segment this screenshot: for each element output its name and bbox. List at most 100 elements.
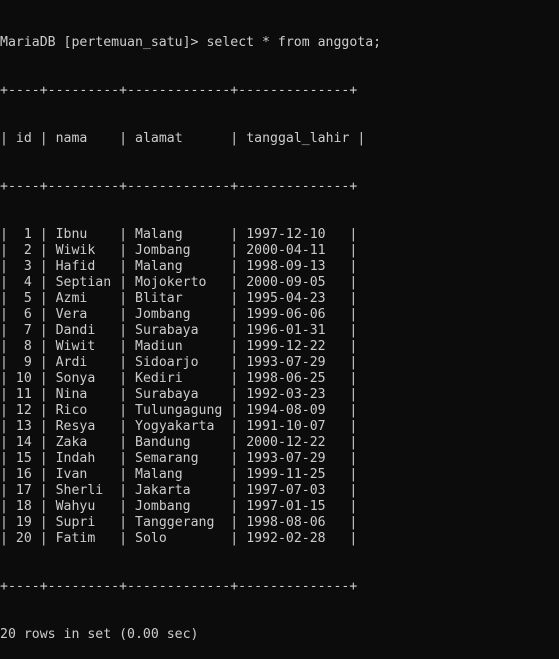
cell-nama: Ardi: [55, 355, 112, 370]
cell-nama: Indah: [55, 451, 112, 466]
table-row: | 5 | Azmi | Blitar | 1995-04-23 |: [0, 291, 358, 306]
cell-id: 3: [15, 259, 32, 274]
cell-alamat: Semarang: [135, 451, 223, 466]
cell-nama: Supri: [55, 515, 112, 530]
table-body: | 1 | Ibnu | Malang | 1997-12-10 | | 2 | …: [0, 227, 559, 547]
cell-tanggal-lahir: 1999-06-06: [246, 307, 342, 322]
cell-id: 14: [15, 435, 32, 450]
table-row: | 2 | Wiwik | Jombang | 2000-04-11 |: [0, 243, 358, 258]
command-line: MariaDB [pertemuan_satu]> select * from …: [0, 35, 559, 51]
column-header: alamat: [135, 131, 223, 146]
table-row: | 18 | Wahyu | Jombang | 1997-01-15 |: [0, 499, 358, 514]
table-header-row: | id | nama | alamat | tanggal_lahir |: [0, 131, 366, 146]
cell-tanggal-lahir: 1992-03-23: [246, 387, 342, 402]
cell-tanggal-lahir: 1998-09-13: [246, 259, 342, 274]
terminal-window[interactable]: MariaDB [pertemuan_satu]> select * from …: [0, 0, 559, 642]
cell-nama: Nina: [55, 387, 112, 402]
cell-tanggal-lahir: 1993-07-29: [246, 355, 342, 370]
cell-alamat: Bandung: [135, 435, 223, 450]
cell-nama: Rico: [55, 403, 112, 418]
cell-alamat: Jombang: [135, 499, 223, 514]
cell-id: 10: [15, 371, 32, 386]
table-border-top: +----+---------+-------------+----------…: [0, 83, 358, 98]
table-row: | 8 | Wiwit | Madiun | 1999-12-22 |: [0, 339, 358, 354]
cell-id: 9: [15, 355, 32, 370]
cell-id: 17: [15, 483, 32, 498]
cell-id: 20: [15, 531, 32, 546]
cell-nama: Hafid: [55, 259, 112, 274]
cell-nama: Dandi: [55, 323, 112, 338]
table-row: | 7 | Dandi | Surabaya | 1996-01-31 |: [0, 323, 358, 338]
cell-tanggal-lahir: 1996-01-31: [246, 323, 342, 338]
cell-id: 16: [15, 467, 32, 482]
table-row: | 16 | Ivan | Malang | 1999-11-25 |: [0, 467, 358, 482]
cell-nama: Azmi: [55, 291, 112, 306]
cell-tanggal-lahir: 1997-12-10: [246, 227, 342, 242]
cell-tanggal-lahir: 1997-01-15: [246, 499, 342, 514]
cell-id: 7: [15, 323, 32, 338]
cell-alamat: Blitar: [135, 291, 223, 306]
cell-alamat: Sidoarjo: [135, 355, 223, 370]
cell-nama: Ivan: [55, 467, 112, 482]
cell-id: 19: [15, 515, 32, 530]
cell-alamat: Madiun: [135, 339, 223, 354]
cell-alamat: Malang: [135, 467, 223, 482]
cell-nama: Sherli: [55, 483, 112, 498]
column-header: nama: [55, 131, 112, 146]
cell-tanggal-lahir: 1993-07-29: [246, 451, 342, 466]
cell-nama: Wahyu: [55, 499, 112, 514]
table-row: | 9 | Ardi | Sidoarjo | 1993-07-29 |: [0, 355, 358, 370]
cell-alamat: Tanggerang: [135, 515, 223, 530]
table-row: | 13 | Resya | Yogyakarta | 1991-10-07 |: [0, 419, 358, 434]
table-border-mid: +----+---------+-------------+----------…: [0, 179, 358, 194]
cell-tanggal-lahir: 1999-12-22: [246, 339, 342, 354]
table-row: | 14 | Zaka | Bandung | 2000-12-22 |: [0, 435, 358, 450]
cell-tanggal-lahir: 1995-04-23: [246, 291, 342, 306]
table-row: | 6 | Vera | Jombang | 1999-06-06 |: [0, 307, 358, 322]
cell-id: 1: [15, 227, 32, 242]
cell-id: 6: [15, 307, 32, 322]
cell-id: 18: [15, 499, 32, 514]
cell-id: 15: [15, 451, 32, 466]
cell-alamat: Solo: [135, 531, 223, 546]
cell-tanggal-lahir: 2000-04-11: [246, 243, 342, 258]
cell-nama: Vera: [55, 307, 112, 322]
cell-tanggal-lahir: 1998-08-06: [246, 515, 342, 530]
cell-id: 2: [15, 243, 32, 258]
cell-tanggal-lahir: 1994-08-09: [246, 403, 342, 418]
cell-alamat: Tulungagung: [135, 403, 223, 418]
table-row: | 12 | Rico | Tulungagung | 1994-08-09 |: [0, 403, 358, 418]
table-border-bottom: +----+---------+-------------+----------…: [0, 579, 358, 594]
table-row: | 4 | Septian | Mojokerto | 2000-09-05 |: [0, 275, 358, 290]
cell-id: 5: [15, 291, 32, 306]
cell-nama: Wiwik: [55, 243, 112, 258]
cell-alamat: Kediri: [135, 371, 223, 386]
cell-alamat: Mojokerto: [135, 275, 223, 290]
cell-nama: Zaka: [55, 435, 112, 450]
cell-tanggal-lahir: 2000-09-05: [246, 275, 342, 290]
cell-nama: Fatim: [55, 531, 112, 546]
result-summary: 20 rows in set (0.00 sec): [0, 627, 199, 642]
prompt: MariaDB [pertemuan_satu]>: [0, 35, 199, 50]
table-row: | 15 | Indah | Semarang | 1993-07-29 |: [0, 451, 358, 466]
cell-alamat: Jombang: [135, 307, 223, 322]
cell-id: 8: [15, 339, 32, 354]
cell-alamat: Malang: [135, 259, 223, 274]
table-row: | 19 | Supri | Tanggerang | 1998-08-06 |: [0, 515, 358, 530]
cell-id: 4: [15, 275, 32, 290]
table-row: | 20 | Fatim | Solo | 1992-02-28 |: [0, 531, 358, 546]
cell-nama: Ibnu: [55, 227, 112, 242]
table-row: | 11 | Nina | Surabaya | 1992-03-23 |: [0, 387, 358, 402]
cell-id: 11: [15, 387, 32, 402]
cell-nama: Wiwit: [55, 339, 112, 354]
cell-alamat: Surabaya: [135, 387, 223, 402]
table-row: | 10 | Sonya | Kediri | 1998-06-25 |: [0, 371, 358, 386]
table-row: | 1 | Ibnu | Malang | 1997-12-10 |: [0, 227, 358, 242]
cell-tanggal-lahir: 2000-12-22: [246, 435, 342, 450]
cell-id: 12: [15, 403, 32, 418]
cell-tanggal-lahir: 1998-06-25: [246, 371, 342, 386]
cell-alamat: Surabaya: [135, 323, 223, 338]
cell-tanggal-lahir: 1997-07-03: [246, 483, 342, 498]
column-header: tanggal_lahir: [246, 131, 350, 146]
table-row: | 17 | Sherli | Jakarta | 1997-07-03 |: [0, 483, 358, 498]
